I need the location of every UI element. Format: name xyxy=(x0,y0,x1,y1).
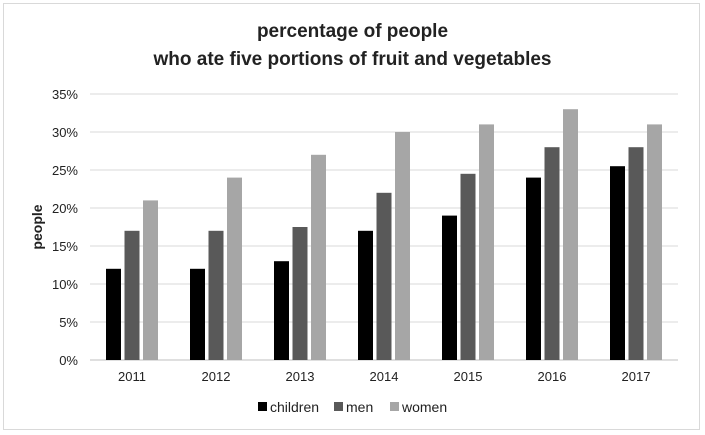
bar-children-2016 xyxy=(526,177,541,360)
bar-women-2017 xyxy=(647,124,662,361)
legend: children men women xyxy=(258,399,447,415)
y-tick-labels: 0% 5% 10% 15% 20% 25% 30% 35% xyxy=(52,87,78,368)
x-tick-label: 2012 xyxy=(202,369,231,384)
bar-children-2013 xyxy=(274,261,289,360)
y-tick-label: 5% xyxy=(59,315,78,330)
bar-men-2015 xyxy=(460,173,476,360)
chart-title-line-2: who ate five portions of fruit and veget… xyxy=(153,49,552,70)
bar-children-2015 xyxy=(442,215,457,360)
bar-children-2011 xyxy=(106,268,121,360)
y-tick-label: 10% xyxy=(52,277,78,292)
bar-men-2016 xyxy=(544,147,560,360)
legend-swatch-men xyxy=(334,402,343,411)
chart-title-line-1: percentage of people xyxy=(256,21,449,42)
bars xyxy=(106,109,662,361)
y-tick-label: 25% xyxy=(52,163,78,178)
x-tick-label: 2011 xyxy=(118,369,146,384)
y-axis-label: people xyxy=(29,204,45,249)
x-tick-labels: 2011 2012 2013 2014 2015 2016 2017 xyxy=(118,369,650,384)
bar-men-2011 xyxy=(124,230,140,360)
legend-swatch-children xyxy=(258,402,267,411)
legend-label-children: children xyxy=(270,399,319,415)
x-tick-label: 2013 xyxy=(286,369,315,384)
bar-women-2013 xyxy=(311,154,326,360)
x-tick-label: 2014 xyxy=(370,369,399,384)
y-tick-label: 20% xyxy=(52,201,78,216)
bar-women-2012 xyxy=(227,177,242,360)
bar-women-2015 xyxy=(479,124,494,361)
y-tick-label: 0% xyxy=(59,353,78,368)
legend-swatch-women xyxy=(390,402,399,411)
bar-children-2014 xyxy=(358,230,373,360)
bar-women-2016 xyxy=(563,109,578,360)
bar-men-2017 xyxy=(628,147,644,360)
y-tick-label: 15% xyxy=(52,239,78,254)
legend-label-men: men xyxy=(346,399,373,415)
legend-label-women: women xyxy=(401,399,447,415)
bar-men-2013 xyxy=(292,227,308,360)
bar-men-2014 xyxy=(376,192,392,360)
bar-children-2017 xyxy=(610,166,625,360)
x-tick-label: 2017 xyxy=(622,369,651,384)
bar-men-2012 xyxy=(208,230,224,360)
x-tick-label: 2015 xyxy=(454,369,483,384)
bar-children-2012 xyxy=(190,268,205,360)
y-tick-label: 35% xyxy=(52,87,78,102)
bar-women-2011 xyxy=(143,200,158,360)
y-tick-label: 30% xyxy=(52,125,78,140)
x-tick-label: 2016 xyxy=(538,369,567,384)
bar-women-2014 xyxy=(395,132,410,360)
